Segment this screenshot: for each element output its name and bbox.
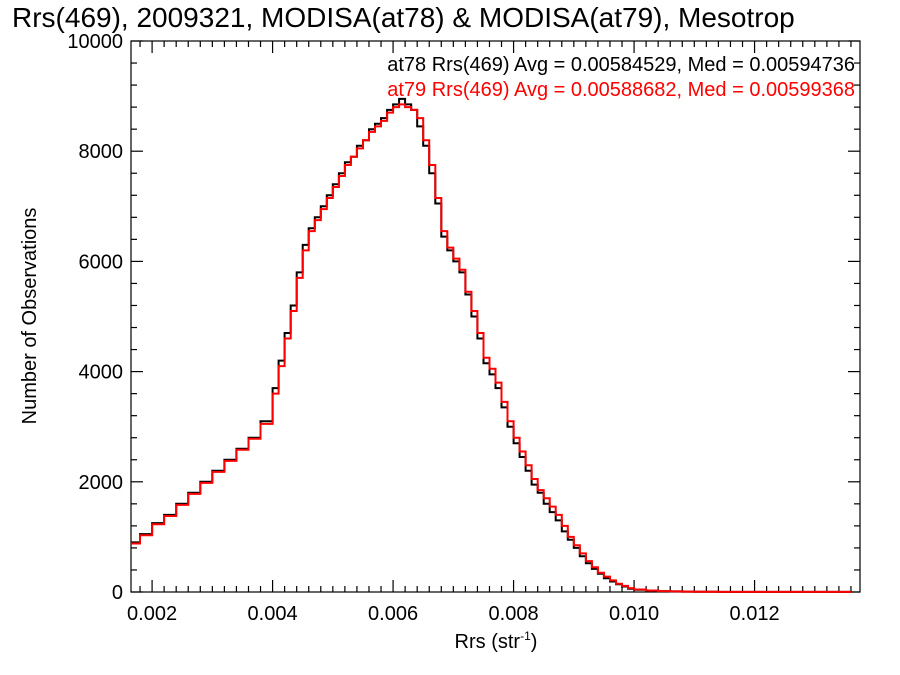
x-tick-label: 0.010 (609, 603, 659, 625)
series-at78-line (131, 97, 851, 593)
y-tick-label: 2000 (79, 472, 124, 494)
series-layer (131, 97, 851, 593)
y-axis-label: Number of Observations (19, 208, 41, 425)
axis-ticks (131, 40, 860, 593)
x-axis-label-tail: ) (531, 631, 538, 653)
legend-entry-at78: at78 Rrs(469) Avg = 0.00584529, Med = 0.… (387, 54, 855, 76)
x-axis-label: Rrs (str-1) (455, 629, 538, 653)
x-tick-label: 0.012 (730, 603, 780, 625)
x-axis-label-superscript: -1 (520, 629, 531, 643)
series-at79-line (131, 103, 851, 593)
x-tick-label: 0.008 (489, 603, 539, 625)
x-tick-label: 0.002 (127, 603, 177, 625)
y-tick-label: 6000 (79, 251, 124, 273)
chart-title: Rrs(469), 2009321, MODISA(at78) & MODISA… (12, 2, 795, 33)
y-tick-label: 4000 (79, 362, 124, 384)
x-tick-labels: 0.002 0.004 0.006 0.008 0.010 0.012 (127, 603, 780, 625)
y-tick-label: 8000 (79, 141, 124, 163)
y-tick-label: 0 (112, 582, 123, 604)
plot-frame (130, 40, 861, 593)
legend-entry-at79: at79 Rrs(469) Avg = 0.00588682, Med = 0.… (387, 79, 855, 101)
x-tick-label: 0.006 (368, 603, 418, 625)
x-axis-label-main: Rrs (str (455, 631, 521, 653)
x-tick-label: 0.004 (248, 603, 298, 625)
y-tick-labels: 0 2000 4000 6000 8000 10000 (67, 31, 123, 604)
y-tick-label: 10000 (67, 31, 123, 53)
